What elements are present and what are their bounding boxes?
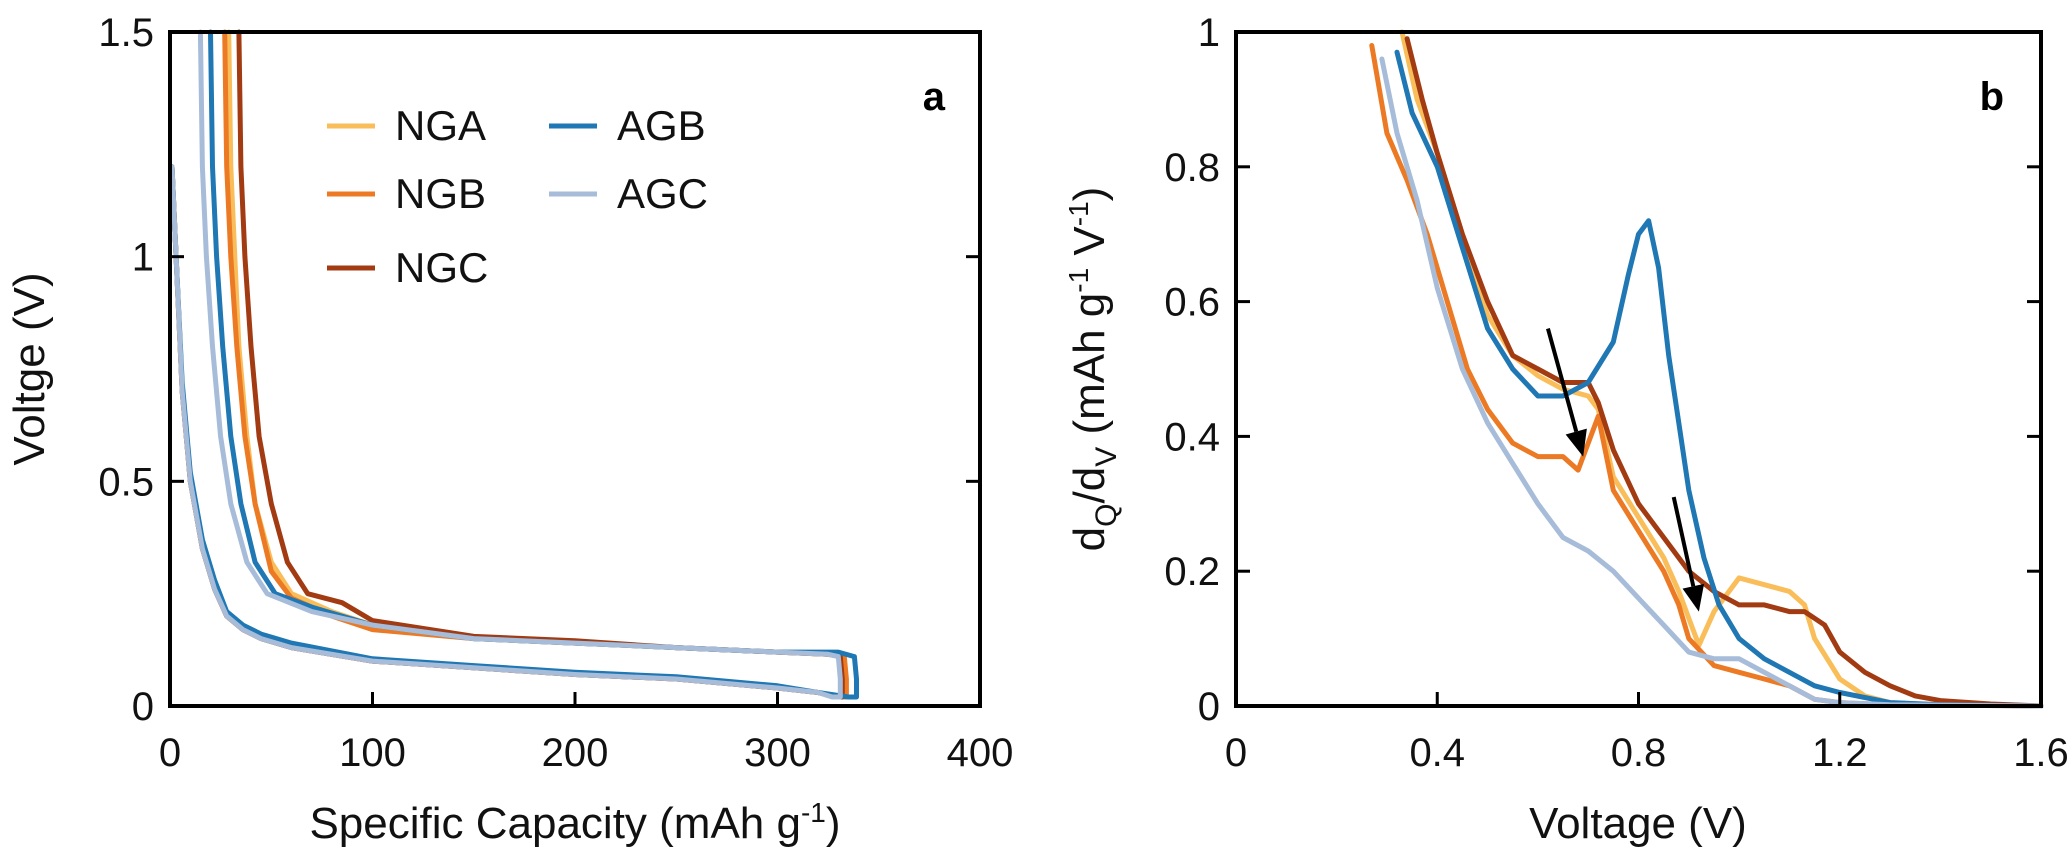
panel-a-x-axis-label-main: Specific Capacity (mAh g [309,799,801,848]
panel-b-series-ngc [1404,36,2044,709]
panel-b-x-tick-label: 0 [1225,731,1247,775]
panel-a-x-tick-label: 300 [744,731,811,775]
panel-a-x-axis-label: Specific Capacity (mAh g-1) [309,797,840,848]
panel-b-y-label-v: V [1065,226,1114,268]
panel-a-y-tick-label: 1.5 [98,11,154,55]
panel-b-x-tick-label: 1.6 [2013,731,2069,775]
legend-label-ngb: NGB [395,170,486,217]
panel-b-y-label-sub-q: Q [1090,503,1123,526]
panel-a-ticks: 0 100 200 300 400 0 0.5 1 1.5 [98,11,1013,775]
panel-b-y-label-sub-v: V [1090,447,1123,467]
panel-a-x-axis-label-end: ) [826,799,841,848]
panel-b-y-tick-label: 0.6 [1164,281,1220,325]
panel-b-series-ngb [1369,43,2044,709]
panel-b-arrows [1546,328,1705,612]
panel-b-y-tick-label: 0.4 [1164,415,1220,459]
panel-a-x-tick-label: 200 [542,731,609,775]
legend-label-ngc: NGC [395,244,488,291]
panel-a: 0 100 200 300 400 0 0.5 1 1.5 a NGA NGB NGC AGB … [5,11,1013,848]
legend-label-agb: AGB [617,102,706,149]
panel-b-y-tick-label: 0.2 [1164,550,1220,594]
annotation-arrow-head [1565,428,1587,457]
panel-b-y-label-slash-d: /d [1065,467,1114,504]
panel-b-x-tick-label: 0.4 [1409,731,1465,775]
panel-a-y-tick-label: 0.5 [98,460,154,504]
panel-b-series-agb [1394,49,2044,709]
panel-a-x-tick-label: 400 [947,731,1014,775]
panel-b-y-label-sup-1: -1 [1063,268,1094,293]
panel-b-y-label-sup-2: -1 [1063,201,1094,226]
panel-b-series-agc [1379,56,2044,709]
panel-b-letter: b [1980,75,2004,119]
panel-a-y-tick-label: 0 [132,685,154,729]
panel-a-series [169,29,859,700]
panel-b-series [1369,29,2044,709]
panel-b-y-tick-label: 1 [1198,11,1220,55]
panel-b-frame [1234,30,2043,708]
panel-a-letter: a [923,75,946,119]
panel-b-y-label-close: ) [1065,187,1114,202]
panel-b-y-axis-label: dQ/dV (mAh g-1 V-1) [1063,187,1123,552]
panel-b-x-tick-label: 1.2 [1812,731,1868,775]
panel-b-x-tick-label: 0.8 [1611,731,1667,775]
panel-b-y-tick-label: 0 [1198,685,1220,729]
panel-a-y-tick-label: 1 [132,236,154,280]
legend-label-nga: NGA [395,102,486,149]
annotation-arrow-shaft [1546,328,1579,433]
panel-b-ticks: 0 0.4 0.8 1.2 1.6 0 0.2 0.4 0.6 0.8 1 [1164,11,2068,775]
panel-b-x-axis-label: Voltage (V) [1529,799,1747,848]
panel-a-y-axis-label: Voltge (V) [5,272,54,465]
panel-b-y-tick-label: 0.8 [1164,146,1220,190]
panel-b-series-nga [1399,29,2044,709]
legend: NGA NGB NGC AGB AGC [327,102,708,291]
panel-b-y-label-units: (mAh g [1065,293,1114,447]
legend-label-agc: AGC [617,170,708,217]
panel-a-series-agc [169,29,843,700]
annotation-arrow-head [1682,583,1705,612]
annotation-arrow-shaft [1671,496,1696,587]
panel-a-x-tick-label: 0 [159,731,181,775]
panel-b: 0 0.4 0.8 1.2 1.6 0 0.2 0.4 0.6 0.8 1 b Voltage (V… [1063,11,2069,848]
panel-b-y-label-d: d [1065,527,1114,551]
panel-a-x-axis-label-sup: -1 [801,797,826,828]
panel-a-x-tick-label: 100 [339,731,406,775]
